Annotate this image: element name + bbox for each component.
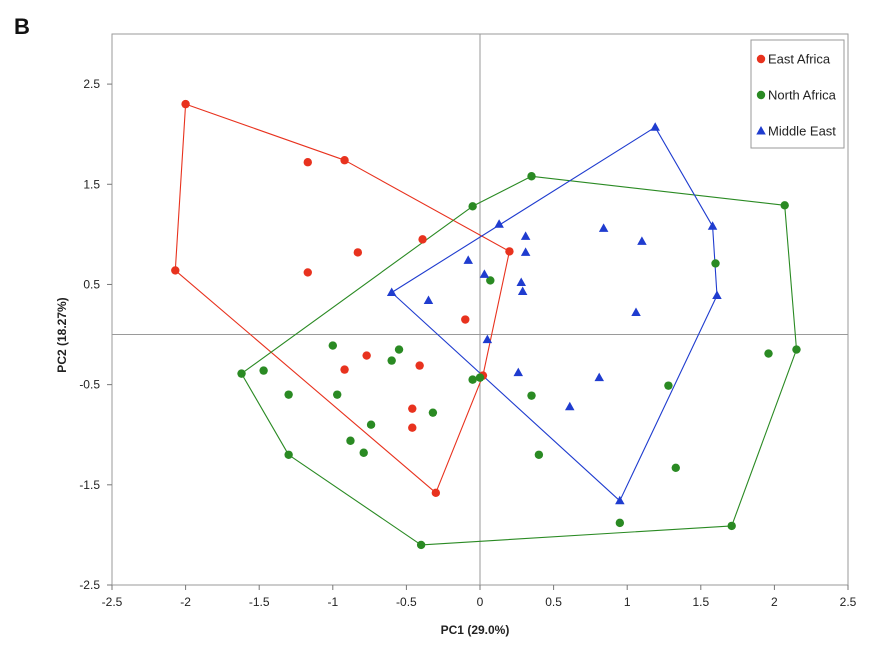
east-africa-point xyxy=(181,99,190,109)
x-tick-label: -2 xyxy=(180,595,191,609)
east-africa-point xyxy=(303,268,312,277)
x-tick-label: 0 xyxy=(477,595,484,609)
north-africa-point xyxy=(475,373,485,382)
east-africa-point xyxy=(340,365,349,374)
east-africa-point xyxy=(353,248,363,257)
north-africa-point xyxy=(359,448,368,457)
middle-east-point xyxy=(520,247,531,256)
east-africa-point xyxy=(415,361,424,370)
middle-east-point xyxy=(712,290,722,299)
legend xyxy=(750,39,845,149)
x-axis-title: PC1 (29.0%) xyxy=(441,623,510,637)
north-africa-point xyxy=(387,356,396,365)
north-africa-point xyxy=(711,259,720,268)
y-tick-label: -2.5 xyxy=(79,578,100,592)
x-tick-label: -1 xyxy=(327,595,338,609)
middle-east-point xyxy=(479,269,490,278)
east-africa-point xyxy=(171,266,180,275)
north-africa-point xyxy=(527,391,536,400)
panel-label: B xyxy=(14,14,30,39)
middle-east-point xyxy=(516,277,526,286)
north-africa-point xyxy=(727,521,736,531)
middle-east-point xyxy=(386,287,397,296)
middle-east-point xyxy=(637,236,647,245)
middle-east-point xyxy=(482,334,493,344)
east-africa-point xyxy=(303,158,312,167)
east-africa-legend-label: East Africa xyxy=(768,52,831,67)
east-africa-point xyxy=(431,488,441,498)
middle-east-point xyxy=(594,372,604,382)
middle-east-point xyxy=(615,495,625,505)
middle-east-legend-label: Middle East xyxy=(768,124,836,139)
north-africa-point xyxy=(468,375,477,384)
x-tick-label: 2.5 xyxy=(840,595,857,609)
y-tick-label: 2.5 xyxy=(83,77,100,91)
north-africa-point xyxy=(468,202,477,211)
north-africa-point xyxy=(394,345,404,354)
east-africa-legend-marker xyxy=(756,54,766,64)
x-tick-label: -0.5 xyxy=(396,595,417,609)
middle-east-point xyxy=(598,223,609,232)
north-africa-legend-label: North Africa xyxy=(768,88,837,103)
north-africa-point xyxy=(792,345,801,354)
north-africa-point xyxy=(237,369,246,378)
y-tick-label: 0.5 xyxy=(83,277,100,291)
x-tick-label: 1.5 xyxy=(692,595,709,609)
y-tick-label: -1.5 xyxy=(79,478,100,492)
middle-east-point xyxy=(423,295,434,304)
north-africa-point xyxy=(416,540,426,550)
middle-east-hull xyxy=(391,126,718,502)
y-tick-label: 1.5 xyxy=(83,177,100,191)
middle-east-point xyxy=(707,221,718,230)
north-africa-point xyxy=(259,366,268,375)
x-tick-label: 0.5 xyxy=(545,595,562,609)
north-africa-legend-marker xyxy=(756,90,766,100)
x-tick-label: -1.5 xyxy=(249,595,270,609)
middle-east-point xyxy=(517,286,528,295)
middle-east-point xyxy=(650,122,660,131)
x-tick-label: 1 xyxy=(624,595,631,609)
middle-east-point xyxy=(631,307,641,316)
north-africa-point xyxy=(328,341,337,350)
north-africa-point xyxy=(764,349,773,358)
east-africa-point xyxy=(408,404,417,413)
middle-east-point xyxy=(513,367,523,377)
north-africa-point xyxy=(527,172,536,181)
east-africa-point xyxy=(340,156,349,165)
north-africa-point xyxy=(534,450,544,459)
north-africa-point xyxy=(671,463,680,472)
middle-east-legend-marker xyxy=(756,126,766,135)
middle-east-point xyxy=(565,401,575,411)
north-africa-point xyxy=(780,201,789,210)
north-africa-point xyxy=(615,518,625,528)
north-africa-point xyxy=(284,390,293,399)
east-africa-point xyxy=(418,235,427,244)
y-tick-label: -0.5 xyxy=(79,378,100,392)
east-africa-point xyxy=(461,315,470,324)
x-tick-label: -2.5 xyxy=(102,595,123,609)
y-axis-title: PC2 (18.27%) xyxy=(55,297,69,372)
north-africa-point xyxy=(486,276,495,285)
north-africa-point xyxy=(333,390,342,399)
east-africa-point xyxy=(505,247,514,256)
north-africa-point xyxy=(284,450,293,459)
x-tick-label: 2 xyxy=(771,595,778,609)
north-africa-point xyxy=(346,436,355,445)
north-africa-point xyxy=(428,408,438,417)
middle-east-point xyxy=(494,219,504,228)
north-africa-point xyxy=(664,381,673,390)
east-africa-point xyxy=(408,423,417,432)
north-africa-point xyxy=(366,420,376,429)
east-africa-point xyxy=(362,351,371,360)
middle-east-point xyxy=(463,255,473,264)
middle-east-point xyxy=(520,231,531,240)
